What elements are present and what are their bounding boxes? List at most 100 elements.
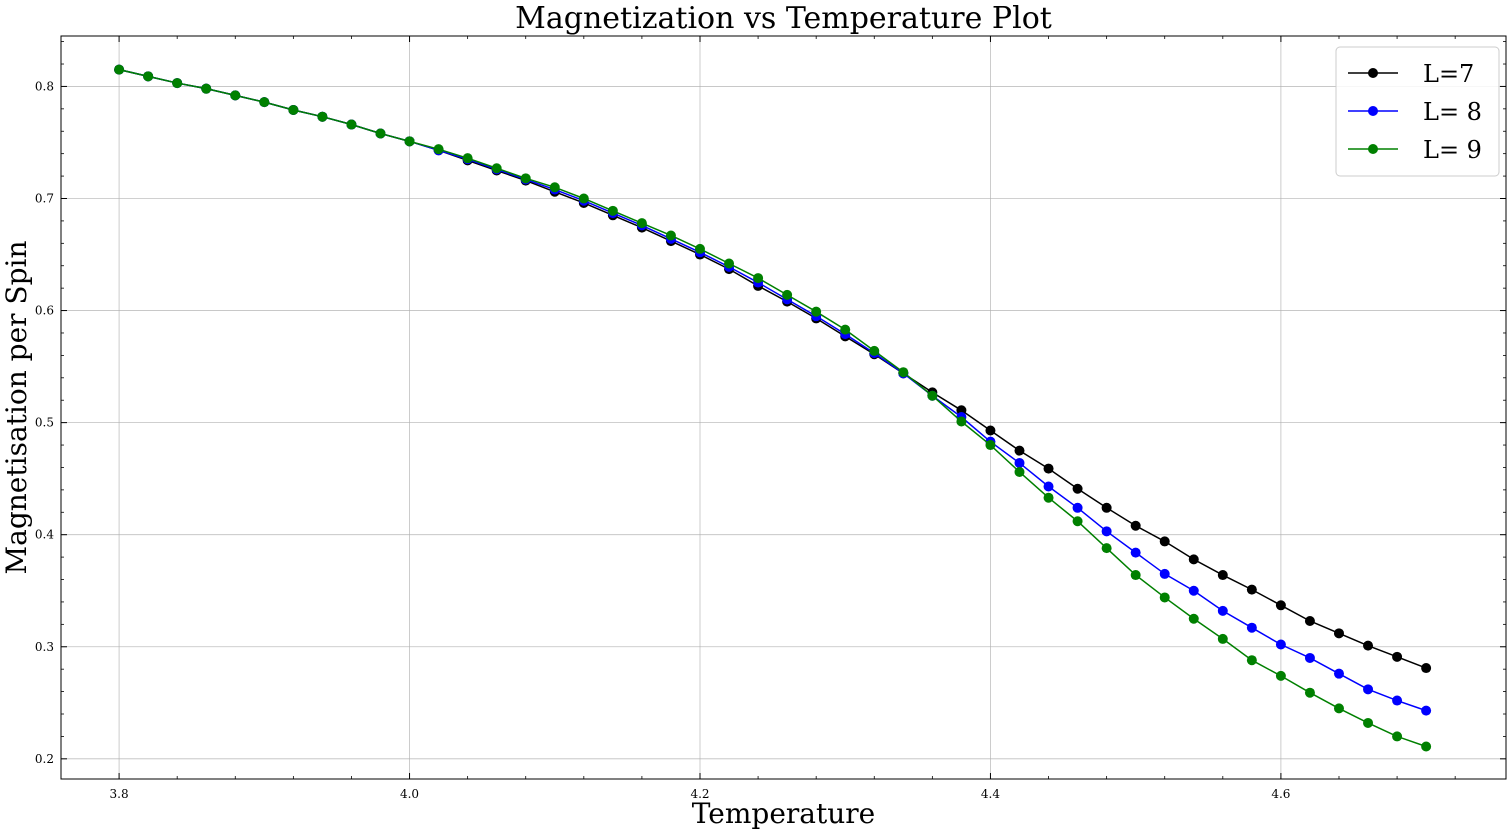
- y-axis-label: Magnetisation per Spin: [0, 240, 33, 574]
- data-point: [1159, 568, 1170, 579]
- data-point: [840, 324, 851, 335]
- x-axis-label: Temperature: [692, 797, 875, 830]
- data-point: [1188, 554, 1199, 565]
- series-3: [114, 64, 1432, 752]
- data-point: [1275, 670, 1286, 681]
- legend-item: L= 9: [1348, 136, 1482, 164]
- data-point: [869, 345, 880, 356]
- data-point: [1363, 640, 1374, 651]
- data-point: [927, 390, 938, 401]
- data-point: [433, 144, 444, 155]
- data-point: [1072, 483, 1083, 494]
- data-point: [1217, 633, 1228, 644]
- data-point: [811, 306, 822, 317]
- series-line: [118, 68, 1427, 712]
- data-point: [1217, 570, 1228, 581]
- data-point: [317, 111, 328, 122]
- legend-item: L= 8: [1348, 98, 1482, 126]
- data-point: [753, 273, 764, 284]
- series-line: [118, 68, 1427, 669]
- axis-ticks: 3.8 4.0 4.2 4.4 4.6 0.2 0.3 0.4 0.5 0.6 0.7 0.8: [35, 36, 1506, 801]
- data-point: [1275, 600, 1286, 611]
- data-point: [1188, 613, 1199, 624]
- legend: L=7 L= 8 L= 9: [1335, 46, 1500, 177]
- plot-frame: [60, 35, 1507, 780]
- data-point: [1246, 584, 1257, 595]
- data-point: [201, 83, 212, 94]
- data-point: [724, 258, 735, 269]
- data-point: [1392, 731, 1403, 742]
- x-tick-label: 4.0: [400, 787, 419, 801]
- data-point: [520, 173, 531, 184]
- legend-box: [1335, 46, 1500, 177]
- legend-marker: [1368, 144, 1378, 154]
- data-point: [1304, 652, 1315, 663]
- legend-item: L=7: [1348, 60, 1474, 88]
- data-point: [1101, 502, 1112, 513]
- data-point: [1421, 741, 1432, 752]
- x-tick-label: 4.6: [1271, 787, 1290, 801]
- data-point: [985, 440, 996, 451]
- data-point: [956, 416, 967, 427]
- data-point: [1159, 592, 1170, 603]
- data-point: [1130, 520, 1141, 531]
- data-point: [1421, 663, 1432, 674]
- legend-label: L= 9: [1423, 136, 1482, 164]
- data-point: [172, 78, 183, 89]
- y-tick-label: 0.6: [35, 304, 54, 318]
- data-point: [898, 367, 909, 378]
- y-tick-label: 0.3: [35, 640, 54, 654]
- y-tick-label: 0.4: [35, 528, 54, 542]
- data-point: [143, 71, 154, 82]
- data-point: [607, 205, 618, 216]
- data-point: [1043, 481, 1054, 492]
- data-point: [1072, 502, 1083, 513]
- data-point: [1072, 516, 1083, 527]
- series-line: [118, 68, 1427, 748]
- data-point: [1014, 466, 1025, 477]
- data-point: [375, 128, 386, 139]
- legend-marker: [1368, 106, 1378, 116]
- data-point: [1130, 547, 1141, 558]
- x-tick-label: 3.8: [110, 787, 129, 801]
- data-point: [1333, 628, 1344, 639]
- data-point: [1363, 717, 1374, 728]
- series-2: [114, 64, 1432, 716]
- data-point: [1421, 705, 1432, 716]
- data-point: [404, 136, 415, 147]
- data-point: [636, 218, 647, 229]
- x-tick-label: 4.2: [690, 787, 709, 801]
- data-point: [1363, 684, 1374, 695]
- data-point: [578, 193, 589, 204]
- chart-title: Magnetization vs Temperature Plot: [515, 1, 1052, 36]
- legend-marker: [1368, 68, 1378, 78]
- data-point: [259, 97, 270, 108]
- data-point: [694, 243, 705, 254]
- legend-label: L= 8: [1423, 98, 1482, 126]
- data-point: [1101, 526, 1112, 537]
- data-point: [114, 64, 125, 75]
- data-point: [1043, 492, 1054, 503]
- grid-lines: [61, 36, 1506, 779]
- data-point: [1217, 605, 1228, 616]
- data-point: [1014, 445, 1025, 456]
- data-point: [462, 153, 473, 164]
- data-point: [1392, 695, 1403, 706]
- data-point: [1188, 585, 1199, 596]
- data-point: [1246, 655, 1257, 666]
- data-point: [1304, 615, 1315, 626]
- data-point: [1014, 457, 1025, 468]
- series-1: [114, 64, 1432, 674]
- data-point: [549, 182, 560, 193]
- data-point: [1275, 639, 1286, 650]
- data-point: [1043, 463, 1054, 474]
- data-point: [1392, 651, 1403, 662]
- data-point: [1304, 687, 1315, 698]
- legend-label: L=7: [1423, 60, 1474, 88]
- data-point: [1333, 668, 1344, 679]
- y-tick-label: 0.2: [35, 752, 54, 766]
- data-point: [346, 119, 357, 130]
- data-point: [1246, 622, 1257, 633]
- y-tick-label: 0.7: [35, 191, 54, 205]
